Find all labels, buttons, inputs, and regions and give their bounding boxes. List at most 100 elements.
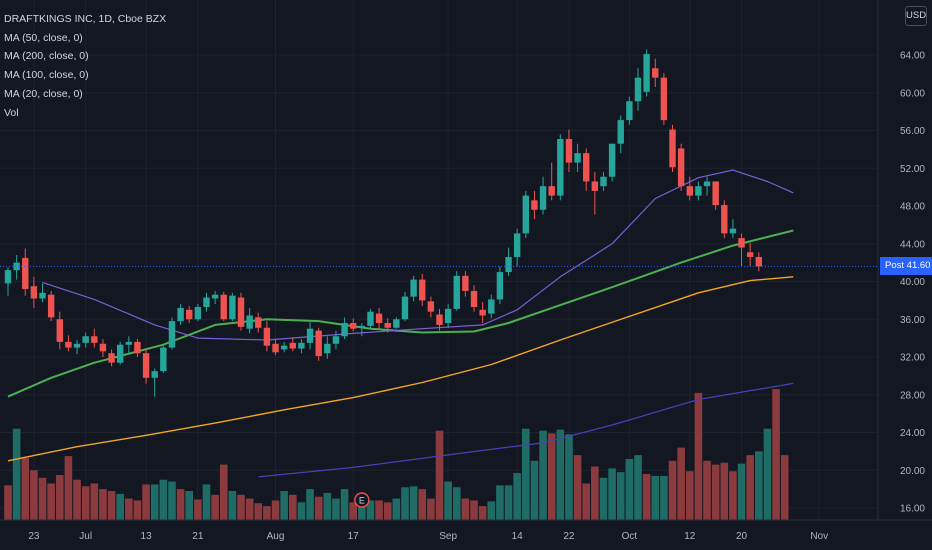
candle-body[interactable] bbox=[315, 330, 322, 357]
candle-body[interactable] bbox=[324, 343, 331, 354]
candle-body[interactable] bbox=[177, 307, 184, 322]
candle-body[interactable] bbox=[367, 311, 374, 326]
candle-body[interactable] bbox=[280, 345, 288, 350]
candle-body[interactable] bbox=[306, 328, 314, 343]
candle-body[interactable] bbox=[65, 341, 72, 348]
candle-body[interactable] bbox=[591, 181, 599, 191]
candle-body[interactable] bbox=[522, 195, 529, 234]
candle-body[interactable] bbox=[505, 256, 512, 273]
candle-body[interactable] bbox=[332, 336, 340, 344]
candle-body[interactable] bbox=[13, 262, 20, 271]
candle-body[interactable] bbox=[419, 279, 426, 301]
candle-body[interactable] bbox=[677, 148, 685, 187]
time-axis[interactable]: 23 Jul 13 21 Aug 17 Sep 14 22 Oct 12 20 Nov bbox=[0, 519, 932, 542]
candle-body[interactable] bbox=[237, 297, 245, 327]
candle-body[interactable] bbox=[341, 323, 348, 337]
candle-body[interactable] bbox=[4, 270, 12, 284]
candle-body[interactable] bbox=[634, 77, 642, 102]
candle-body[interactable] bbox=[738, 238, 745, 248]
price-axis[interactable]: 64.00 60.00 56.00 52.00 48.00 44.00 40.00 36.00… bbox=[877, 0, 925, 520]
candle-body[interactable] bbox=[108, 353, 115, 363]
candle-body[interactable] bbox=[47, 294, 55, 318]
candle-body[interactable] bbox=[712, 181, 719, 206]
candle-body[interactable] bbox=[436, 314, 443, 325]
legend-ma20[interactable]: MA (20, close, 0) bbox=[4, 87, 83, 100]
candle-body[interactable] bbox=[30, 286, 38, 299]
candle-body[interactable] bbox=[600, 176, 607, 187]
candle-body[interactable] bbox=[444, 308, 452, 324]
candle-body[interactable] bbox=[298, 342, 305, 349]
candle-body[interactable] bbox=[548, 186, 555, 196]
candle-body[interactable] bbox=[246, 315, 253, 329]
candle-body[interactable] bbox=[151, 371, 158, 378]
candle-body[interactable] bbox=[384, 323, 391, 328]
candle-body[interactable] bbox=[729, 228, 737, 234]
candle-body[interactable] bbox=[652, 68, 659, 78]
candle-body[interactable] bbox=[168, 321, 176, 348]
candlesticks[interactable] bbox=[4, 49, 763, 397]
candle-body[interactable] bbox=[91, 336, 98, 343]
candle-body[interactable] bbox=[686, 186, 693, 196]
candle-body[interactable] bbox=[746, 252, 754, 257]
candle-body[interactable] bbox=[669, 129, 676, 168]
candle-body[interactable] bbox=[617, 120, 624, 144]
candle-body[interactable] bbox=[358, 325, 366, 328]
candle-body[interactable] bbox=[539, 186, 547, 210]
candle-body[interactable] bbox=[375, 313, 383, 324]
candle-body[interactable] bbox=[116, 344, 124, 363]
candle-body[interactable] bbox=[401, 296, 409, 320]
candle-body[interactable] bbox=[39, 292, 46, 299]
candle-body[interactable] bbox=[99, 343, 107, 352]
candle-body[interactable] bbox=[513, 233, 521, 257]
candle-body[interactable] bbox=[272, 343, 279, 353]
candle-body[interactable] bbox=[583, 153, 590, 182]
candle-body[interactable] bbox=[211, 294, 219, 299]
candle-body[interactable] bbox=[142, 353, 150, 378]
symbol-title[interactable]: DRAFTKINGS INC, 1D, Cboe BZX bbox=[4, 13, 167, 25]
candle-body[interactable] bbox=[73, 343, 81, 348]
candle-body[interactable] bbox=[574, 153, 581, 163]
candle-body[interactable] bbox=[229, 295, 236, 320]
earnings-circle[interactable] bbox=[354, 492, 370, 508]
candle-body[interactable] bbox=[496, 272, 504, 300]
candle-body[interactable] bbox=[186, 309, 193, 320]
candle-body[interactable] bbox=[194, 306, 202, 320]
currency-button[interactable]: USD bbox=[905, 6, 927, 26]
candle-body[interactable] bbox=[263, 327, 271, 346]
candle-body[interactable] bbox=[695, 186, 702, 196]
legend-volume[interactable]: Vol bbox=[4, 106, 19, 119]
candle-body[interactable] bbox=[626, 101, 633, 121]
candle-body[interactable] bbox=[134, 341, 141, 354]
candle-body[interactable] bbox=[56, 319, 63, 342]
candle-body[interactable] bbox=[755, 256, 763, 267]
earnings-event-marker[interactable]: E bbox=[354, 492, 370, 508]
candle-body[interactable] bbox=[82, 336, 89, 343]
legend-ma50[interactable]: MA (50, close, 0) bbox=[4, 31, 83, 44]
candle-body[interactable] bbox=[643, 54, 650, 92]
candle-body[interactable] bbox=[125, 341, 133, 345]
candle-body[interactable] bbox=[160, 347, 167, 372]
candle-body[interactable] bbox=[608, 143, 616, 177]
candle-body[interactable] bbox=[565, 138, 573, 163]
candle-body[interactable] bbox=[557, 138, 564, 196]
candle-body[interactable] bbox=[660, 77, 668, 121]
candle-body[interactable] bbox=[470, 290, 478, 307]
candle-body[interactable] bbox=[410, 279, 417, 297]
legend-ma100[interactable]: MA (100, close, 0) bbox=[4, 69, 89, 82]
candle-body[interactable] bbox=[22, 257, 29, 290]
candle-body[interactable] bbox=[703, 181, 711, 187]
legend-ma200[interactable]: MA (200, close, 0) bbox=[4, 50, 89, 63]
candle-body[interactable] bbox=[220, 294, 227, 320]
candle-body[interactable] bbox=[479, 309, 486, 316]
candle-body[interactable] bbox=[453, 275, 460, 309]
candle-body[interactable] bbox=[289, 342, 296, 349]
candle-body[interactable] bbox=[531, 200, 538, 210]
candle-body[interactable] bbox=[350, 323, 357, 329]
candle-body[interactable] bbox=[462, 275, 469, 291]
candle-body[interactable] bbox=[427, 301, 435, 312]
candle-body[interactable] bbox=[255, 317, 262, 328]
candle-body[interactable] bbox=[488, 299, 495, 314]
candle-body[interactable] bbox=[721, 205, 728, 234]
